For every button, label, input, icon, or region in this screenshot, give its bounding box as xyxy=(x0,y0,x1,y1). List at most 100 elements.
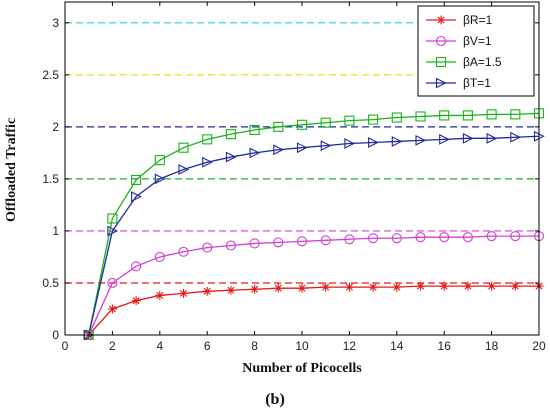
data-point xyxy=(415,135,427,146)
data-point xyxy=(391,136,403,147)
data-point xyxy=(225,240,236,251)
data-point xyxy=(131,296,141,306)
data-point xyxy=(486,231,497,242)
data-point xyxy=(415,111,426,122)
data-point xyxy=(154,251,165,263)
y-tick-label: 0.5 xyxy=(42,276,59,290)
y-tick-label: 0 xyxy=(52,328,59,342)
data-point xyxy=(273,144,285,156)
legend-label: βV=1 xyxy=(463,34,492,48)
series-line-3 xyxy=(88,135,540,336)
data-point xyxy=(344,234,355,245)
data-point xyxy=(225,151,237,163)
x-tick-label: 18 xyxy=(485,339,499,353)
data-point xyxy=(273,283,283,293)
x-tick-label: 2 xyxy=(109,339,116,353)
data-point xyxy=(107,277,118,289)
data-point xyxy=(250,284,260,294)
data-point xyxy=(202,242,213,253)
legend-box xyxy=(417,5,535,97)
data-point xyxy=(391,233,402,244)
legend-marker-1 xyxy=(435,35,447,47)
data-point xyxy=(249,147,261,159)
y-axis-label: Offloaded Traffic xyxy=(4,118,19,222)
legend: βR=1 βV=1 βA=1.5 βT=1 xyxy=(417,5,535,97)
data-point xyxy=(486,132,498,144)
data-point xyxy=(510,131,522,143)
data-point xyxy=(179,288,188,298)
data-point xyxy=(296,119,308,130)
data-point xyxy=(320,117,331,128)
data-point xyxy=(439,110,450,121)
data-point xyxy=(510,231,521,242)
y-tick-label: 3 xyxy=(52,16,59,30)
data-point xyxy=(131,191,142,202)
data-point xyxy=(462,232,473,243)
y-tick-label: 2 xyxy=(52,120,59,134)
data-point xyxy=(344,115,355,126)
x-tick-label: 6 xyxy=(204,339,211,353)
data-point xyxy=(178,246,189,257)
data-point xyxy=(154,173,166,185)
data-point xyxy=(178,142,189,153)
x-tick-label: 4 xyxy=(156,339,163,353)
data-point xyxy=(296,236,308,247)
y-axis-ticks: 0 0.5 1 1.5 2 2.5 3 xyxy=(42,16,539,342)
data-point xyxy=(202,134,213,145)
data-point xyxy=(368,137,379,148)
data-point xyxy=(131,174,142,185)
x-tick-label: 8 xyxy=(251,339,258,353)
y-tick-label: 1.5 xyxy=(42,172,59,186)
data-point xyxy=(226,285,236,295)
x-tick-label: 14 xyxy=(390,339,404,353)
data-point xyxy=(320,235,331,246)
data-point xyxy=(415,232,426,243)
legend-marker-3 xyxy=(435,77,447,89)
data-point xyxy=(107,213,118,224)
legend-label: βA=1.5 xyxy=(463,55,502,69)
data-point xyxy=(368,282,378,292)
legend-marker-2 xyxy=(435,56,447,68)
figure-caption: (b) xyxy=(265,391,285,408)
x-tick-label: 10 xyxy=(295,339,309,353)
data-point xyxy=(273,121,284,132)
data-point xyxy=(510,109,521,120)
data-point xyxy=(392,282,402,292)
series-line-2 xyxy=(88,112,540,336)
data-point xyxy=(463,281,473,291)
reference-lines xyxy=(65,22,539,284)
data-point xyxy=(178,164,190,175)
data-point xyxy=(131,261,142,272)
y-tick-label: 2.5 xyxy=(42,68,59,82)
data-point xyxy=(487,281,497,291)
data-point xyxy=(510,281,520,291)
data-point xyxy=(321,282,331,292)
y-tick-label: 1 xyxy=(52,224,59,238)
data-point xyxy=(439,232,450,243)
data-point xyxy=(107,304,117,314)
data-point xyxy=(462,110,473,121)
data-point xyxy=(202,286,212,296)
data-point xyxy=(225,129,236,140)
x-tick-label: 16 xyxy=(438,339,452,353)
data-point xyxy=(249,238,260,249)
data-point xyxy=(439,133,450,145)
data-point xyxy=(107,225,119,237)
data-point xyxy=(249,124,260,136)
data-point xyxy=(486,109,497,120)
data-point xyxy=(202,156,213,168)
data-point xyxy=(344,138,356,149)
x-axis-ticks: 0 2 4 6 8 10 12 14 16 18 20 xyxy=(62,2,546,353)
data-point xyxy=(391,112,402,123)
data-point xyxy=(416,281,425,291)
x-tick-label: 20 xyxy=(532,339,546,353)
x-axis-label: Number of Picocells xyxy=(242,361,362,376)
data-point xyxy=(154,155,165,166)
legend-label: βR=1 xyxy=(463,13,493,27)
data-point xyxy=(439,281,449,291)
legend-marker-0 xyxy=(436,15,446,25)
data-point xyxy=(296,142,308,154)
data-point xyxy=(320,140,332,151)
data-point xyxy=(462,132,474,144)
